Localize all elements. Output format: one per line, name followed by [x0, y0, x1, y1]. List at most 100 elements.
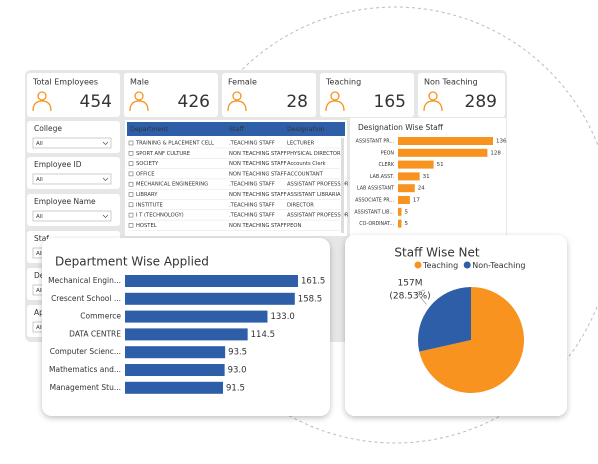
table-column-header: Department: [130, 126, 169, 133]
value-label: 161.5: [301, 277, 325, 287]
expand-icon[interactable]: [128, 181, 134, 187]
filter-value: All: [36, 251, 43, 257]
filter-value: All: [36, 288, 43, 294]
category-label: Commerce: [80, 312, 121, 321]
value-label: 93.0: [228, 366, 247, 376]
value-label: 114.5: [251, 330, 275, 340]
kpi-icon: [134, 91, 144, 101]
bar: [398, 184, 415, 193]
filter-value: All: [36, 177, 43, 183]
filter-value: All: [36, 141, 43, 147]
bar: [125, 328, 248, 341]
category-label: Computer Scienc...: [50, 347, 121, 356]
table-cell: .TEACHING STAFF: [229, 141, 275, 147]
table-cell: NON TEACHING STAFF: [229, 171, 287, 177]
kpi-label: Total Employees: [32, 78, 98, 87]
table-cell: HOSTEL: [136, 223, 157, 229]
kpi-value: 289: [465, 92, 497, 112]
bar: [398, 207, 402, 216]
filter-dropdown[interactable]: [32, 210, 112, 222]
value-label: 158.5: [298, 294, 322, 304]
expand-icon[interactable]: [128, 192, 134, 197]
expand-icon[interactable]: [128, 212, 134, 218]
table-cell: TRAINING & PLACEMENT CELL: [135, 141, 214, 147]
kpi-icon: [428, 91, 438, 101]
category-label: DATA CENTRE: [69, 329, 121, 338]
kpi-label: Teaching: [325, 78, 361, 87]
bar: [125, 346, 226, 359]
table-cell: ASSISTANT PROFESSOR: [287, 182, 349, 188]
table-cell: LECTURER: [287, 141, 315, 147]
kpi-icon: [423, 100, 443, 112]
kpi-icon: [37, 91, 47, 101]
value-label: 93.5: [228, 348, 247, 358]
dropdown-chevron: [102, 141, 109, 145]
value-label: 17: [413, 198, 420, 204]
value-label: 31: [423, 174, 430, 180]
table-cell: PHYSICAL DIRECTOR: [287, 151, 341, 157]
table-column-header: Designation: [287, 126, 325, 133]
value-label: 128: [490, 150, 501, 156]
table-cell: DIRECTOR: [287, 202, 314, 208]
bar: [125, 381, 224, 394]
bar: [398, 172, 420, 181]
expand-icon[interactable]: [128, 171, 134, 177]
value-label: 51: [437, 162, 444, 168]
table-cell: LIBRARY: [136, 192, 158, 198]
category-label: CO-ORDINAT...: [359, 221, 394, 227]
expand-icon[interactable]: [128, 202, 134, 208]
table-cell: PEON: [287, 223, 301, 229]
expand-icon[interactable]: [128, 161, 134, 166]
table-cell: MECHANICAL ENGINEERING: [136, 182, 208, 188]
filter-label: De: [34, 271, 45, 280]
value-label: 5: [404, 209, 408, 215]
expand-icon[interactable]: [128, 140, 134, 146]
filter-dropdown[interactable]: [32, 173, 112, 185]
dropdown-chevron: [102, 214, 109, 218]
filter-value: All: [36, 214, 43, 220]
expand-icon[interactable]: [128, 223, 134, 228]
legend-marker: [414, 261, 422, 269]
kpi-label: Male: [130, 78, 149, 87]
table-panel: [125, 120, 347, 236]
value-label: 136: [496, 139, 507, 145]
category-label: PEON: [381, 150, 395, 156]
table-cell: I T (TECHNOLOGY): [136, 213, 184, 219]
table-cell: .TEACHING STAFF: [229, 202, 275, 208]
legend-label: Teaching: [422, 261, 458, 270]
filter-value: All: [36, 325, 43, 331]
leader-line: [415, 289, 427, 305]
filter-label: College: [34, 124, 62, 133]
table-column-header: Staff: [229, 126, 244, 133]
filter-dropdown[interactable]: [32, 137, 112, 149]
chart-title: Department Wise Applied: [55, 255, 209, 269]
kpi-icon: [330, 91, 340, 101]
bar: [398, 219, 402, 228]
chart-title: Designation Wise Staff: [358, 123, 444, 132]
filter-label: Ap: [34, 308, 44, 317]
filter-label: Employee Name: [34, 197, 96, 206]
kpi-label: Non Teaching: [424, 78, 478, 87]
table-header: [127, 122, 345, 136]
kpi-value: 28: [286, 92, 308, 112]
category-label: Mathematics and...: [49, 365, 121, 374]
table-cell: .TEACHING STAFF: [229, 213, 275, 219]
table-cell: .TEACHING STAFF: [229, 182, 275, 188]
legend-marker: [463, 261, 471, 269]
kpi-card: [418, 73, 505, 117]
bar: [398, 196, 410, 204]
kpi-icon: [32, 100, 52, 112]
table-cell: SPORT ANF CULTURE: [136, 151, 190, 157]
kpi-value: 454: [80, 92, 112, 112]
dropdown-chevron: [102, 177, 109, 181]
category-label: Crescent School ...: [51, 294, 121, 303]
expand-icon[interactable]: [128, 151, 134, 156]
bar: [125, 292, 295, 305]
table-cell: ASSISTANT LIBRARIAN: [287, 192, 345, 198]
table-cell: INSTITUTE: [136, 202, 163, 208]
category-label: Mechanical Engin...: [48, 276, 121, 285]
kpi-icon: [232, 91, 242, 101]
bar: [398, 160, 434, 169]
table-cell: Accounts Clerk: [287, 161, 326, 167]
